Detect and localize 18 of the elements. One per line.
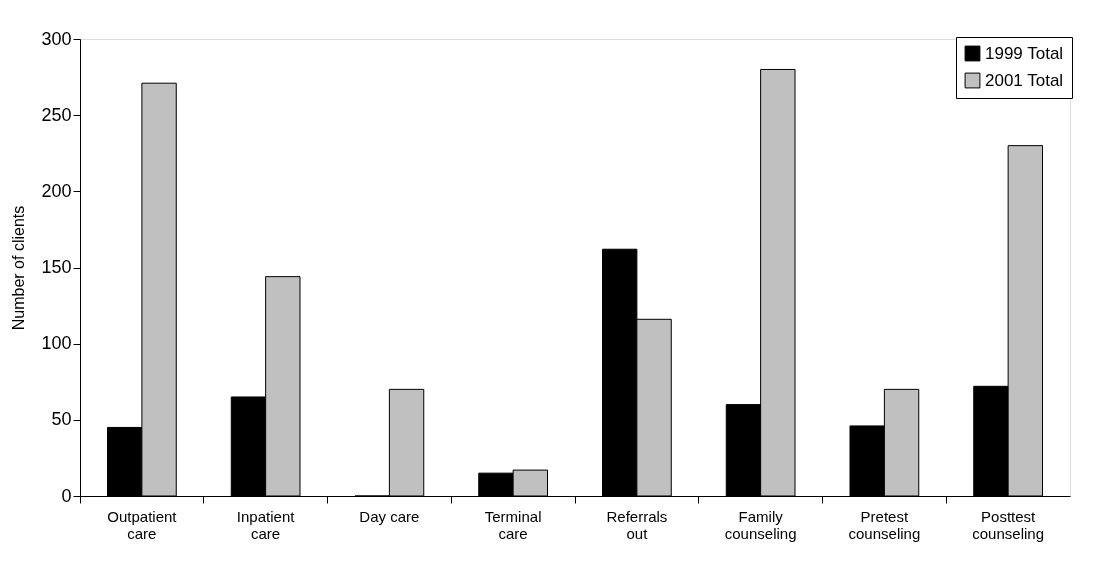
y-tick-label: 250 [41,104,72,125]
y-tick-label: 50 [51,409,72,430]
legend-label: 2001 Total [985,70,1064,90]
y-axis-title: Number of clients [10,205,28,331]
y-tick-label: 300 [41,28,72,49]
x-tick-label: Day care [359,507,420,525]
x-tick-label: Terminal care [484,507,542,542]
y-tick-label: 150 [41,257,72,277]
x-tick-label: Referrals out [606,507,668,542]
x-tick-label: Posttest counseling [972,507,1044,542]
x-tick-label: Family counseling [724,507,797,542]
legend-label: 1999 Total [985,43,1064,63]
y-tick-label: 200 [41,180,72,201]
y-tick-label: 100 [41,333,72,354]
x-tick-label: Pretest counseling [848,507,921,542]
x-tick-label: Outpatient care [107,507,178,542]
y-tick-label: 0 [61,485,72,506]
x-tick-label: Inpatient care [236,507,296,542]
